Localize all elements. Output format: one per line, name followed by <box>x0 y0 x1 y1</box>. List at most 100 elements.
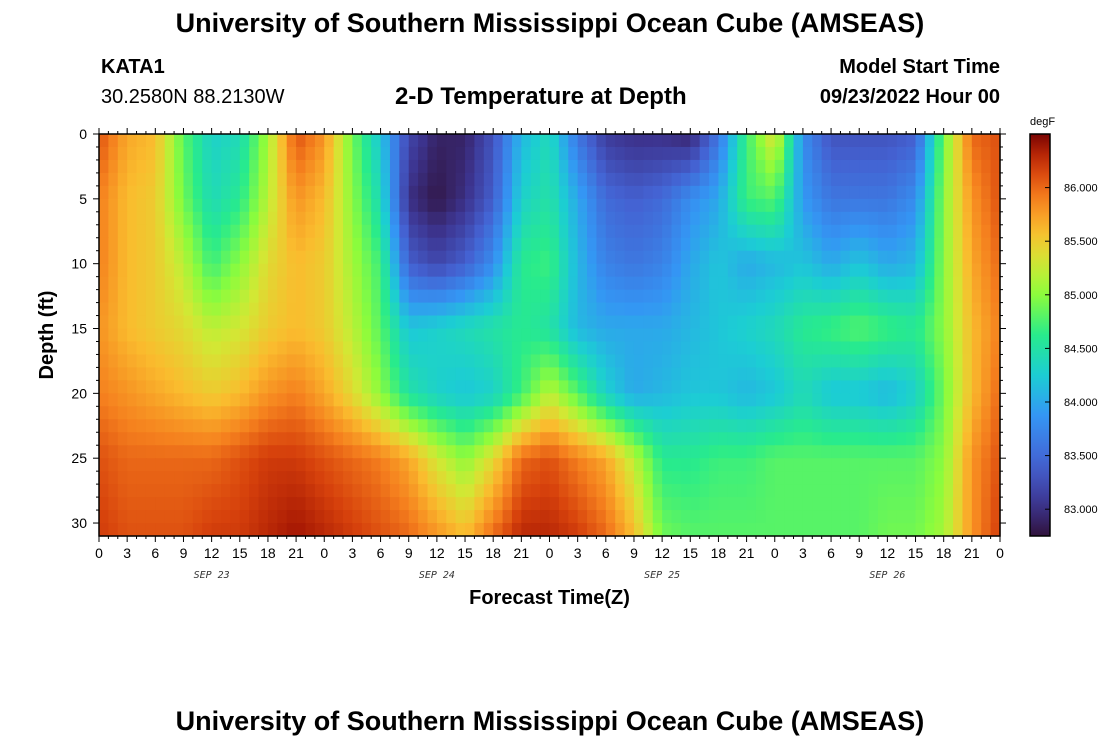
heatmap-cell <box>455 224 466 239</box>
heatmap-cell <box>221 354 231 369</box>
heatmap-cell <box>868 484 879 498</box>
heatmap-cell <box>840 159 851 174</box>
heatmap-cell <box>502 419 513 433</box>
heatmap-cell <box>408 367 419 381</box>
heatmap-cell <box>352 510 363 524</box>
heatmap-cell <box>605 328 616 343</box>
heatmap-cell <box>314 134 325 148</box>
heatmap-cell <box>877 458 888 472</box>
heatmap-cell <box>934 134 945 148</box>
heatmap-cell <box>690 172 701 187</box>
heatmap-cell <box>239 276 250 291</box>
heatmap-cell <box>511 367 522 381</box>
heatmap-cell <box>709 146 720 161</box>
heatmap-cell <box>784 393 795 407</box>
heatmap-cell <box>709 523 720 537</box>
heatmap-cell <box>399 302 410 317</box>
heatmap-cell <box>699 510 710 524</box>
heatmap-cell <box>849 445 860 459</box>
heatmap-cell <box>446 354 457 369</box>
heatmap-cell <box>793 432 804 446</box>
heatmap-cell <box>174 185 185 200</box>
heatmap-cell <box>239 224 250 239</box>
heatmap-cell <box>521 315 532 330</box>
heatmap-cell <box>859 341 870 356</box>
heatmap-cell <box>164 497 175 511</box>
heatmap-cell <box>821 250 832 265</box>
heatmap-cell <box>624 393 635 407</box>
heatmap-cell <box>436 328 447 343</box>
heatmap-cell <box>446 224 457 239</box>
heatmap-cell <box>906 276 917 291</box>
heatmap-cell <box>408 302 419 317</box>
heatmap-cell <box>389 523 400 537</box>
heatmap-cell <box>483 185 494 200</box>
heatmap-cell <box>145 380 156 394</box>
heatmap-cell <box>108 445 119 459</box>
heatmap-cell <box>549 185 560 200</box>
heatmap-cell <box>314 146 325 161</box>
heatmap-cell <box>418 445 429 459</box>
heatmap-cell <box>164 263 175 278</box>
heatmap-cell <box>361 237 372 252</box>
heatmap-cell <box>633 497 644 511</box>
heatmap-cell <box>483 380 494 394</box>
heatmap-cell <box>868 159 879 174</box>
heatmap-cell <box>324 250 335 265</box>
heatmap-cell <box>615 289 626 304</box>
heatmap-cell <box>699 328 710 343</box>
heatmap-cell <box>755 211 766 226</box>
heatmap-cell <box>164 380 175 394</box>
heatmap-cell <box>906 380 917 394</box>
heatmap-cell <box>361 497 372 511</box>
heatmap-cell <box>305 406 316 420</box>
heatmap-cell <box>127 276 138 291</box>
heatmap-cell <box>849 419 860 433</box>
heatmap-cell <box>812 419 823 433</box>
heatmap-cell <box>511 341 522 356</box>
heatmap-cell <box>802 172 813 187</box>
heatmap-cell <box>127 315 138 330</box>
heatmap-cell <box>324 315 335 330</box>
heatmap-cell <box>652 302 663 317</box>
heatmap-cell <box>117 172 128 187</box>
heatmap-cell <box>211 354 222 369</box>
heatmap-cell <box>465 354 476 369</box>
heatmap-cell <box>399 484 410 498</box>
heatmap-cell <box>155 484 166 498</box>
heatmap-cell <box>990 224 1001 239</box>
heatmap-cell <box>887 134 898 148</box>
heatmap-cell <box>117 146 128 161</box>
heatmap-cell <box>502 289 513 304</box>
heatmap-cell <box>249 471 260 485</box>
heatmap-cell <box>127 328 138 343</box>
heatmap-cell <box>793 354 804 369</box>
heatmap-cell <box>981 484 992 498</box>
heatmap-cell <box>540 328 551 343</box>
heatmap-cell <box>511 328 522 343</box>
heatmap-cell <box>474 393 485 407</box>
heatmap-cell <box>831 224 842 239</box>
x-tick-label: 0 <box>546 545 554 561</box>
heatmap-cell <box>840 289 851 304</box>
heatmap-cell <box>108 289 119 304</box>
heatmap-cell <box>267 523 278 537</box>
heatmap-cell <box>249 250 260 265</box>
heatmap-cell <box>333 172 344 187</box>
heatmap-cell <box>737 172 748 187</box>
x-tick-label: 9 <box>405 545 413 561</box>
heatmap-cell <box>587 146 598 161</box>
heatmap-cell <box>521 159 532 174</box>
heatmap-cell <box>164 198 175 213</box>
heatmap-cell <box>155 302 166 317</box>
heatmap-cell <box>305 172 316 187</box>
heatmap-cell <box>859 134 870 148</box>
heatmap-cell <box>718 302 729 317</box>
heatmap-cell <box>953 224 964 239</box>
heatmap-cell <box>784 289 795 304</box>
heatmap-cell <box>427 237 438 252</box>
heatmap-cell <box>596 458 607 472</box>
heatmap-cell <box>99 484 109 498</box>
heatmap-cell <box>361 172 372 187</box>
heatmap-cell <box>755 484 766 498</box>
